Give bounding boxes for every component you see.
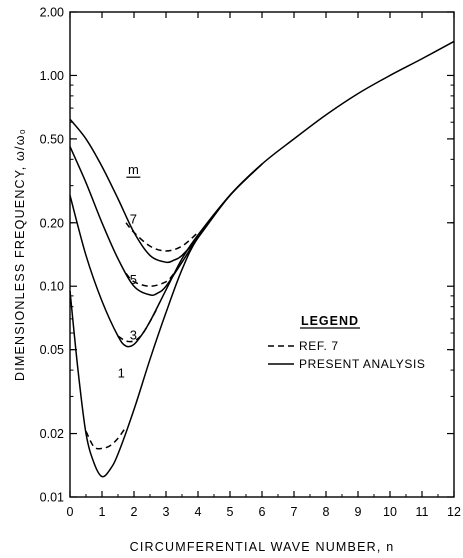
x-tick-label: 2 (131, 505, 138, 519)
curve-label-m3: 3 (130, 328, 137, 343)
series-m7-ref7 (125, 222, 199, 252)
x-tick-label: 3 (163, 505, 170, 519)
legend-label-ref7: REF. 7 (299, 339, 339, 353)
x-tick-label: 4 (195, 505, 202, 519)
series-m7-present (69, 40, 455, 264)
series-lines (69, 40, 455, 478)
x-tick-label: 7 (291, 505, 298, 519)
y-tick-label: 0.50 (40, 132, 64, 146)
tick-marks (69, 11, 455, 498)
x-tick-label: 5 (227, 505, 234, 519)
x-tick-label: 8 (323, 505, 330, 519)
series-m1-present (69, 163, 263, 478)
x-tick-label: 0 (67, 505, 74, 519)
labels: 0 1 2 3 4 5 6 7 8 9 10 11 120.010.020.050.100.200.50… (40, 6, 461, 520)
series-m5-present (69, 146, 263, 296)
x-tick-label: 10 (383, 505, 397, 519)
legend-label-present-analysis: PRESENT ANALYSIS (299, 357, 426, 371)
series-m1-ref7 (85, 426, 127, 450)
x-tick-label: 1 (99, 505, 106, 519)
series-m3-ref7 (117, 306, 159, 343)
x-tick-label: 9 (355, 505, 362, 519)
curve-label-m7: 7 (130, 211, 137, 226)
curve-label-m5: 5 (130, 272, 137, 287)
legend-title: LEGEND (301, 314, 359, 328)
x-tick-label: 12 (447, 505, 461, 519)
x-tick-label: 6 (259, 505, 266, 519)
y-tick-label: 0.10 (40, 280, 64, 294)
y-tick-label: 0.20 (40, 216, 64, 230)
y-tick-label: 2.00 (40, 6, 64, 20)
y-tick-label: 0.02 (40, 427, 64, 441)
y-tick-label: 1.00 (40, 69, 64, 83)
curve-parameter-label: m (128, 162, 139, 177)
x-tick-label: 11 (416, 505, 429, 519)
axes (69, 11, 455, 498)
series-m3-present (69, 163, 263, 348)
y-tick-label: 0.01 (40, 491, 64, 505)
y-tick-label: 0.05 (40, 343, 64, 357)
y-axis-title: DIMENSIONLESS FREQUENCY, ω/ω₀ (13, 128, 27, 381)
x-axis-title: CIRCUMFERENTIAL WAVE NUMBER, n (130, 540, 395, 554)
curve-label-m1: 1 (118, 365, 125, 380)
legend: LEGEND REF. 7 PRESENT ANALYSIS (268, 314, 426, 371)
plot-frame (69, 11, 455, 498)
